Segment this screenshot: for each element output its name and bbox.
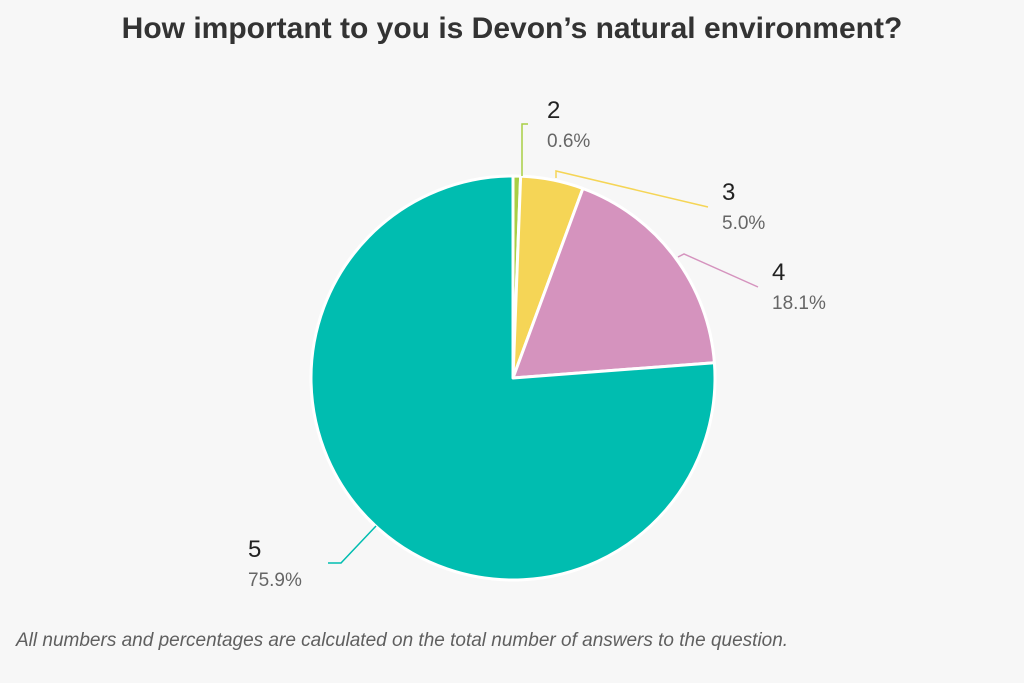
chart-title: How important to you is Devon’s natural … <box>121 12 903 45</box>
slice-labels: 2 0.6% 3 5.0% 4 18.1% 5 75.9% <box>248 97 826 591</box>
leader-lines <box>328 123 759 564</box>
leader-line-3 <box>555 170 709 208</box>
footnote: All numbers and percentages are calculat… <box>16 630 789 651</box>
slice-value-label-2: 0.6% <box>547 131 590 152</box>
leader-line-2 <box>521 123 528 176</box>
leader-line-5 <box>328 525 377 564</box>
pie-slice-4[interactable] <box>511 186 716 380</box>
slice-label-4: 4 <box>772 259 785 286</box>
slice-label-2: 2 <box>547 97 560 124</box>
slice-label-3: 3 <box>722 179 735 206</box>
slice-label-5: 5 <box>248 536 261 563</box>
leader-line-4 <box>677 253 759 288</box>
slice-value-label-4: 18.1% <box>772 293 826 314</box>
slice-value-label-5: 75.9% <box>248 570 302 591</box>
pie-slices <box>309 174 717 582</box>
slice-value-label-3: 5.0% <box>722 213 765 234</box>
